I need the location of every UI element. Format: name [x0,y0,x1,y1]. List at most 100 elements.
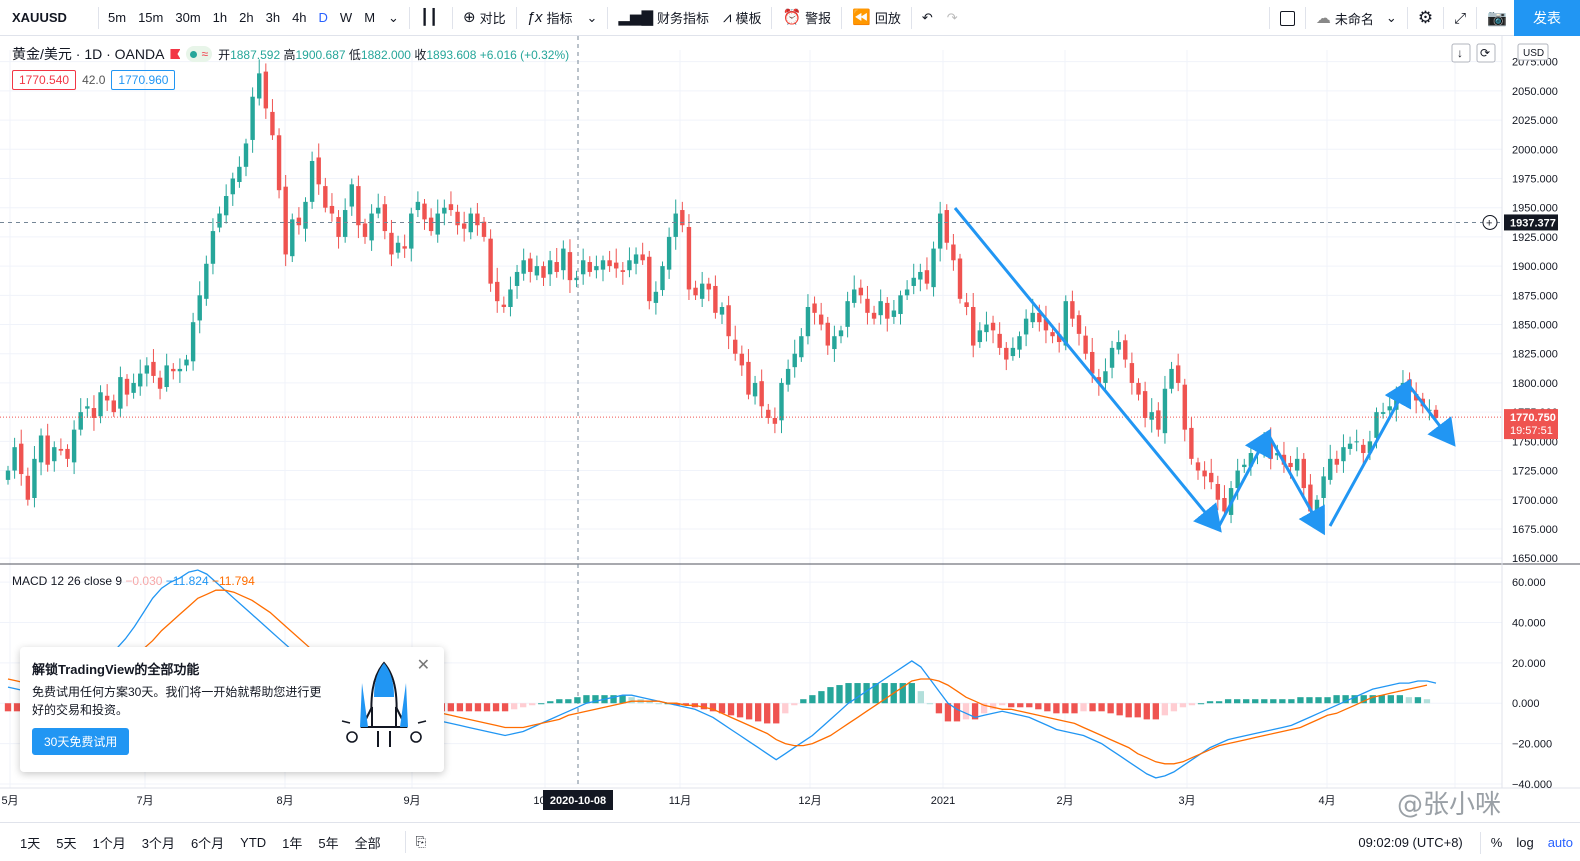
auto-toggle[interactable]: auto [1547,835,1573,850]
symbol-search[interactable]: XAUUSD [12,10,67,25]
clock-time[interactable]: 09:02:09 (UTC+8) [1358,835,1463,850]
candle-body [45,435,50,465]
candle-body [1222,497,1227,512]
candle-body [1109,347,1115,368]
candle-body [997,333,1002,348]
redo-button[interactable]: ↷ [940,0,965,36]
close-icon[interactable]: ✕ [416,657,430,674]
interval-1h[interactable]: 1h [212,10,228,25]
price-tick-label: 1875.000 [1512,290,1558,302]
candle-body [521,260,526,274]
candle-body [838,330,844,337]
candle-body [772,417,778,424]
interval-M[interactable]: M [364,10,376,25]
compare-button[interactable]: ⊕ 对比 [456,0,513,36]
macd-histogram-bar [1396,695,1404,704]
low-value: 1882.000 [360,47,411,62]
interval-4h[interactable]: 4h [292,10,307,25]
financials-button[interactable]: ▂▅▇ 财务指标 [611,0,716,36]
snapshot-button[interactable]: 📷 [1480,0,1514,36]
settings-button[interactable]: ⚙ [1411,0,1440,36]
range-5[interactable]: YTD [240,834,267,850]
indicators-button[interactable]: ƒx 指标 ⌄ [520,0,605,36]
interval-dropdown[interactable]: ⌄ [381,0,406,36]
macd-histogram-bar [1215,701,1223,704]
interval-W[interactable]: W [339,10,353,25]
symbol-legend: 黄金/美元 · 1D · OANDA ≈ 开1887.592 高1900.687… [12,44,569,64]
macd-histogram-bar [501,703,509,712]
goto-date-button[interactable]: ⎘ [409,824,433,860]
fullscreen-select-button[interactable] [1273,0,1302,36]
candle-body [752,382,758,397]
candle-body [1169,368,1174,389]
buy-button[interactable]: 1770.960 [111,70,176,90]
candle-body [746,361,751,395]
candle-body [733,339,738,354]
bottom-toolbar: 1天 5天 1个月 3个月 6个月 YTD 1年 5年 全部 ⎘ 09:02:09 (UTC+8… [0,822,1580,861]
range-group: 1天 5天 1个月 3个月 6个月 YTD 1年 5年 全部 [0,824,389,860]
macd-histogram-bar [773,703,780,724]
chart-style-button[interactable]: ┃┃ [413,0,449,36]
candle-body [964,302,969,307]
percent-toggle[interactable]: % [1490,835,1503,850]
candle-body [1136,382,1141,395]
undo-button[interactable]: ↶ [915,0,940,36]
replay-button[interactable]: ⏪ 回放 [845,0,908,36]
interval-30m[interactable]: 30m [175,10,201,25]
macd-histogram-bar [492,703,500,712]
interval-15m[interactable]: 15m [138,10,164,25]
interval-5m[interactable]: 5m [108,10,127,25]
publish-button[interactable]: 发表 [1514,0,1580,36]
macd-histogram-bar [908,683,915,704]
macd-histogram-bar [1387,695,1394,704]
candle-body [805,307,811,337]
range-3[interactable]: 3个月 [141,835,175,851]
candle-body [190,322,196,362]
range-7[interactable]: 5年 [318,835,339,851]
macd-histogram-bar [456,703,464,712]
interval-D[interactable]: D [318,10,328,25]
range-2[interactable]: 1个月 [92,835,126,851]
candle-body [792,353,797,368]
candle-body [329,205,335,214]
candle-body [382,204,388,232]
log-toggle[interactable]: log [1516,835,1534,850]
templates-button[interactable]: ⩘ 模板 [716,0,768,36]
macd-tick-label: 20.000 [1512,658,1546,670]
range-1[interactable]: 5天 [56,835,77,851]
candle-body [1209,472,1214,483]
macd-histogram-bar [1297,697,1304,704]
candle-body [1129,363,1135,383]
layout-name-button[interactable]: ☁ 未命名 ⌄ [1309,0,1404,36]
candle-body [660,266,665,291]
range-0[interactable]: 1天 [20,835,41,851]
symbol-title[interactable]: 黄金/美元 · 1D · OANDA [12,46,165,62]
candle-body [858,287,864,296]
range-4[interactable]: 6个月 [190,835,225,851]
candle-body [1433,409,1439,418]
flag-icon[interactable] [170,49,181,59]
candles-icon: ┃┃ [419,9,439,26]
sell-button[interactable]: 1770.540 [12,70,77,90]
interval-3h[interactable]: 3h [265,10,281,25]
range-8[interactable]: 全部 [354,835,381,851]
candle-body [468,213,473,233]
alert-button[interactable]: ⏰ 警报 [775,0,838,36]
macd-legend[interactable]: MACD 12 26 close 9 −0.030 −11.824 −11.79… [12,574,255,588]
templates-icon: ⩘ [723,9,732,26]
candle-body [1374,412,1379,438]
market-status[interactable]: ≈ [186,46,213,62]
candle-body [481,221,487,237]
range-6[interactable]: 1年 [282,835,303,851]
macd-histogram-bar [1324,697,1331,704]
interval-group: 5m 15m 30m 1h 2h 3h 4h D W M [102,0,381,36]
bid-ask: 1770.540 42.0 1770.960 [12,70,176,90]
fullscreen-button[interactable]: ⤢ [1447,0,1473,36]
candle-body [878,301,883,316]
candle-body [98,392,103,417]
interval-2h[interactable]: 2h [239,10,254,25]
candle-body [944,210,949,243]
macd-histogram-bar [971,703,979,720]
countdown-label: 19:57:51 [1510,425,1553,437]
free-trial-button[interactable]: 30天免费试用 [32,728,130,755]
